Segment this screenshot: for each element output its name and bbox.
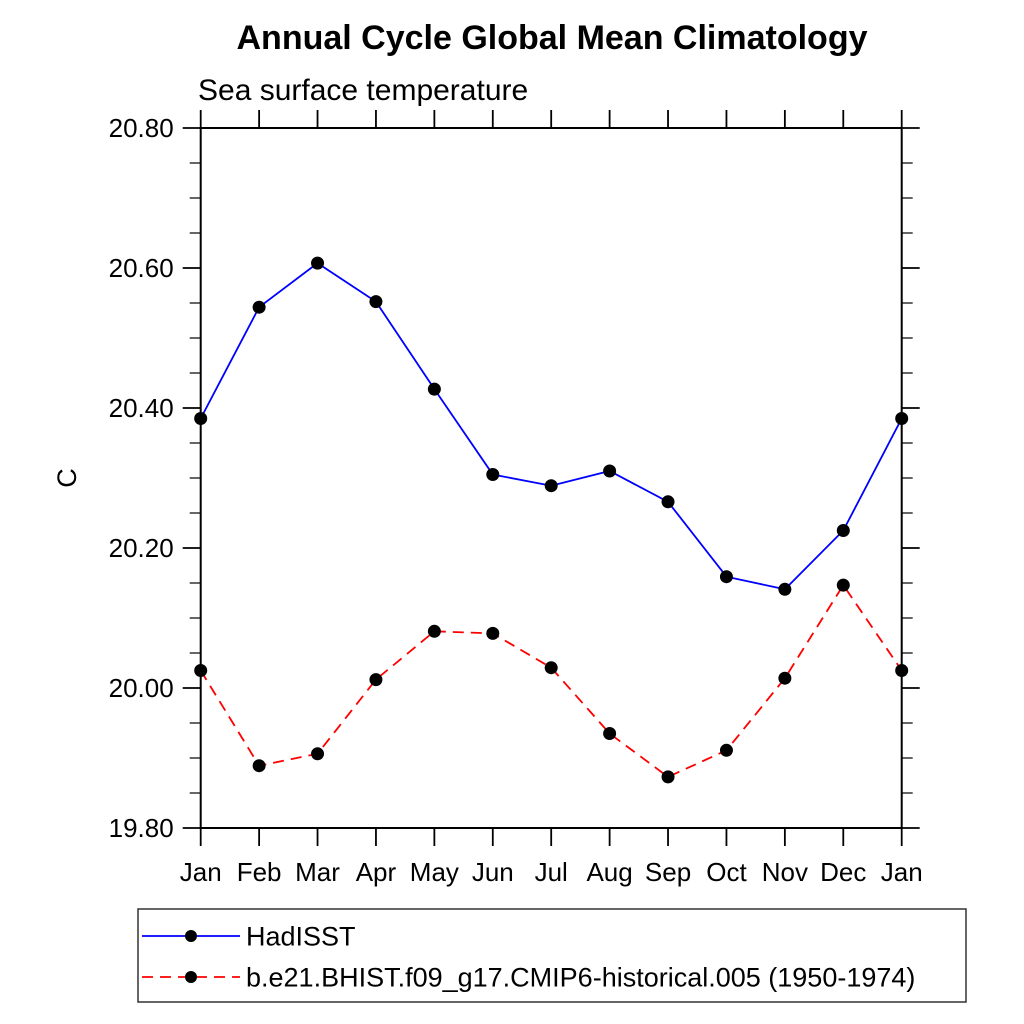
x-tick-label: Aug (586, 857, 632, 887)
x-tick-label: Dec (820, 857, 866, 887)
x-tick-label: Jan (881, 857, 923, 887)
data-point-marker (544, 661, 558, 675)
x-tick-label: Sep (645, 857, 691, 887)
y-axis-title: C (52, 468, 82, 488)
chart-title: Annual Cycle Global Mean Climatology (237, 19, 868, 57)
data-point-marker (719, 570, 733, 584)
x-tick-label: Jul (535, 857, 568, 887)
y-tick-label: 20.40 (109, 393, 174, 423)
data-point-marker (661, 495, 675, 509)
plot-frame (199, 127, 903, 829)
axes: Jan Feb Mar Apr May Jun Jul Aug Sep Oct Nov Dec Jan1… (109, 110, 923, 887)
y-tick-label: 20.80 (109, 113, 174, 143)
data-point-marker (836, 524, 850, 537)
data-point-marker (486, 468, 500, 481)
x-tick-label: Oct (706, 857, 747, 887)
series-line-1 (199, 583, 903, 778)
data-point-marker (486, 626, 500, 640)
data-point-marker (194, 412, 208, 425)
data-point-marker (778, 671, 792, 685)
data-point-marker (895, 664, 909, 677)
y-tick-label: 20.00 (109, 673, 174, 703)
x-tick-label: Jun (472, 857, 514, 887)
data-point-marker (369, 295, 383, 309)
x-tick-label: Feb (237, 857, 282, 887)
x-tick-label: Nov (762, 857, 808, 887)
data-point-marker (603, 727, 617, 740)
data-point-marker (778, 582, 792, 596)
x-tick-label: May (410, 857, 459, 887)
legend-box (137, 908, 967, 1003)
data-point-marker (252, 759, 266, 773)
legend-marker-0 (185, 930, 197, 942)
data-point-marker (194, 664, 208, 677)
x-tick-label: Mar (295, 857, 340, 887)
legend-label-1: b.e21.BHIST.f09_g17.CMIP6-historical.005… (246, 963, 915, 993)
data-point-marker (427, 382, 441, 396)
data-point-marker (311, 747, 325, 761)
y-tick-label: 19.80 (109, 813, 174, 843)
data-point-marker (427, 624, 441, 638)
x-tick-label: Jan (180, 857, 222, 887)
data-point-marker (544, 479, 558, 493)
series-line-0 (199, 261, 903, 591)
data-point-marker (252, 300, 266, 314)
data-point-marker (311, 256, 325, 270)
chart-subtitle: Sea surface temperature (198, 74, 528, 107)
x-tick-label: Apr (356, 857, 397, 887)
data-point-marker (369, 673, 383, 687)
series-group (194, 256, 909, 784)
data-point-marker (836, 578, 850, 592)
legend-label-0: HadISST (246, 922, 356, 952)
data-point-marker (719, 743, 733, 757)
data-point-marker (895, 412, 909, 425)
legend: HadISST b.e21.BHIST.f09_g17.CMIP6-histori… (137, 908, 967, 1003)
data-point-marker (661, 770, 675, 784)
data-point-marker (603, 464, 617, 478)
legend-marker-1 (185, 971, 197, 983)
y-tick-label: 20.60 (109, 253, 174, 283)
y-tick-label: 20.20 (109, 533, 174, 563)
